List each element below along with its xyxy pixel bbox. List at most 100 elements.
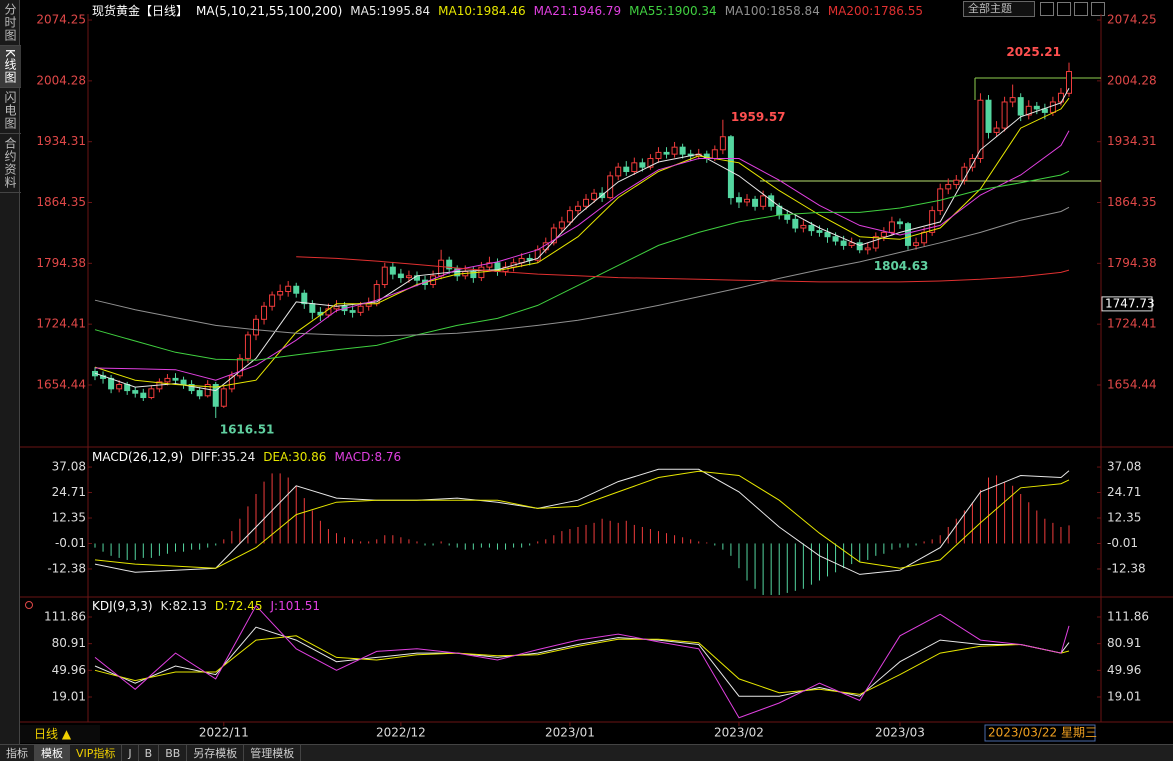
- y-tick-label: 19.01: [1107, 690, 1141, 704]
- y-tick-label: 1724.41: [1107, 317, 1157, 331]
- bottom-tab[interactable]: 另存模板: [187, 745, 245, 761]
- y-tick-label: 1794.38: [36, 256, 86, 270]
- legend-name: MA200: [828, 4, 874, 18]
- bottom-tab[interactable]: B: [139, 745, 160, 761]
- legend-value: 35.24: [220, 450, 256, 464]
- panel-header: KDJ(9,3,3) K82.13 D72.45 J101.51: [92, 599, 328, 613]
- legend-name: D: [215, 599, 228, 613]
- y-tick-label: 2004.28: [36, 73, 86, 87]
- candle-body: [896, 221, 903, 225]
- indicator-line: [94, 635, 1070, 695]
- legend-name: MA5: [350, 4, 380, 18]
- indicator-line: [94, 604, 1070, 719]
- y-tick-label: 1934.31: [1107, 134, 1157, 148]
- candle-body: [929, 210, 936, 233]
- candle-body: [180, 379, 187, 385]
- candle-body: [566, 210, 573, 223]
- side-tab[interactable]: 分时图: [0, 0, 21, 46]
- candle-body: [1066, 71, 1072, 94]
- indicator-line: [94, 206, 1070, 337]
- y-tick-label: 2074.25: [36, 13, 86, 27]
- candle-body: [212, 383, 219, 407]
- candle-body: [405, 275, 412, 279]
- cursor-box: [984, 724, 1096, 742]
- candle-body: [486, 262, 493, 268]
- legend-name: MACD: [334, 450, 374, 464]
- candle-body: [148, 388, 155, 399]
- bottom-tab[interactable]: 指标: [0, 745, 35, 761]
- candle-body: [832, 236, 839, 242]
- panel-header: 现货黄金【日线】 MA(5,10,21,55,100,200) MA51995.84…: [92, 2, 931, 19]
- bottom-tab[interactable]: BB: [159, 745, 188, 761]
- legend-value: 1946.79: [571, 4, 622, 18]
- price-tag: 1747.73: [1105, 296, 1155, 310]
- candle-body: [985, 99, 992, 133]
- side-tab[interactable]: K线图: [0, 46, 21, 88]
- candle-body: [872, 236, 879, 249]
- candle-body: [558, 221, 565, 229]
- bottom-tab[interactable]: J: [122, 745, 139, 761]
- candle-body: [848, 242, 855, 246]
- bottom-tab[interactable]: 管理模板: [244, 745, 302, 761]
- legend-value: 30.86: [292, 450, 327, 464]
- panel-title: MACD(26,12,9): [92, 450, 184, 464]
- candle-body: [655, 151, 662, 159]
- candle-body: [639, 162, 646, 168]
- legend-value: 1900.34: [667, 4, 717, 18]
- extreme-label: 1959.57: [731, 110, 786, 124]
- side-tab[interactable]: 合约资料: [0, 134, 21, 193]
- candle-body: [454, 268, 461, 277]
- icon-button[interactable]: [1091, 2, 1105, 16]
- candle-body: [446, 259, 453, 270]
- legend-value: 101.51: [278, 599, 321, 613]
- y-tick-label: 12.35: [52, 511, 86, 525]
- candle-body: [285, 285, 292, 292]
- candle-body: [663, 151, 670, 155]
- candle-body: [977, 99, 984, 159]
- period-button[interactable]: 日线 ▲: [20, 725, 100, 743]
- icon-button[interactable]: [1057, 2, 1071, 16]
- chart: 1654.44 1654.44 1724.41 1724.41 1794.38 1794.…: [20, 13, 1173, 742]
- candle-body: [631, 162, 638, 173]
- icon-button[interactable]: [1074, 2, 1088, 16]
- candle-body: [550, 227, 557, 244]
- y-tick-label: 2074.25: [1107, 13, 1157, 27]
- panel-title: KDJ(9,3,3): [92, 599, 153, 613]
- candle-body: [293, 285, 300, 294]
- y-tick-label: 2004.28: [1107, 73, 1157, 87]
- candle-body: [905, 223, 912, 246]
- candle-body: [140, 392, 147, 399]
- indicator-line: [94, 470, 1070, 569]
- side-tab[interactable]: 闪电图: [0, 88, 21, 134]
- extreme-label: 1616.51: [220, 422, 275, 436]
- candle-body: [1025, 105, 1032, 116]
- candle-body: [220, 388, 227, 407]
- legend-name: MA21: [534, 4, 572, 18]
- candle-body: [196, 390, 203, 397]
- candle-body: [1017, 97, 1024, 116]
- candle-body: [953, 179, 960, 186]
- candle-body: [792, 218, 799, 229]
- candle-body: [1049, 101, 1056, 113]
- panel-subtitle: MA(5,10,21,55,100,200): [196, 4, 343, 18]
- candle-body: [301, 292, 308, 305]
- candle-body: [615, 166, 622, 177]
- theme-select[interactable]: 全部主题: [963, 1, 1035, 17]
- legend-value: 8.76: [374, 450, 402, 464]
- indicator-line: [94, 97, 1070, 388]
- candle-body: [188, 383, 195, 392]
- x-tick-label: 2023/02: [714, 726, 764, 740]
- icon-button[interactable]: [1040, 2, 1054, 16]
- candle-body: [108, 377, 115, 390]
- candle-body: [228, 375, 235, 390]
- panel-icon: [25, 601, 33, 609]
- bottom-tab[interactable]: 模板: [35, 745, 70, 761]
- y-tick-label: 49.96: [52, 663, 86, 677]
- candle-body: [236, 357, 243, 377]
- candle-body: [357, 305, 364, 313]
- candle-body: [880, 231, 887, 238]
- indicator-line: [94, 626, 1070, 697]
- candle-body: [309, 303, 316, 313]
- bottom-tab[interactable]: VIP指标: [70, 745, 123, 761]
